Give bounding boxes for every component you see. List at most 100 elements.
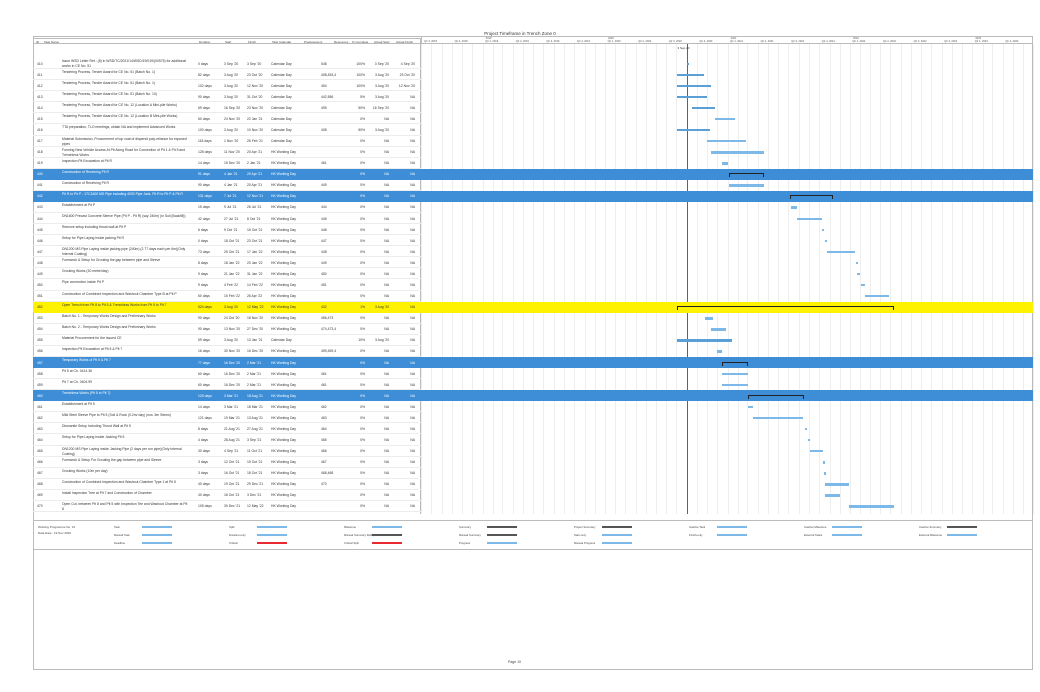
- task-row[interactable]: 412 Tendering Process, Tender Award for C…: [33, 80, 421, 92]
- task-percent-complete: 100%: [356, 83, 365, 88]
- task-bar[interactable]: [807, 439, 810, 442]
- task-row[interactable]: 462 Mild Steel Sleeve Pipe to Pit 5 (Soil…: [33, 412, 421, 424]
- task-bar[interactable]: [856, 272, 861, 276]
- task-bar[interactable]: [849, 505, 894, 508]
- task-row[interactable]: 454 Batch No. 2 - Temporary Works Design …: [33, 324, 421, 335]
- task-row[interactable]: 456 Inspection Pit Excavation at Pit 5 & …: [33, 346, 421, 357]
- task-row[interactable]: 410 Issue WSD Letter Ref.: (8) in WSD/TC/…: [33, 58, 421, 70]
- task-predecessors: 467: [321, 460, 327, 465]
- task-row[interactable]: 442 Pit R to Pit P - 1TC1600 MS Pipe incl…: [33, 190, 421, 202]
- task-actual-finish: 4 Sep '20: [400, 61, 415, 66]
- task-bar[interactable]: [855, 261, 858, 265]
- task-row[interactable]: 453 Batch No. 1 - Temporary Works Design …: [33, 313, 421, 324]
- task-bar[interactable]: [728, 184, 765, 187]
- task-row[interactable]: 469 Install Inspection Tree at Pit 7 and …: [33, 490, 421, 501]
- task-calendar: HK Working Day: [271, 282, 296, 287]
- task-row[interactable]: 464 Setup for Pipe Laying inside Jacking …: [33, 434, 421, 446]
- timeline-gridline: [839, 44, 841, 514]
- task-bar[interactable]: [824, 472, 827, 475]
- task-bar[interactable]: [714, 117, 735, 121]
- task-row[interactable]: 413 Tendering Process, Tender Award for C…: [33, 91, 421, 103]
- task-bar[interactable]: [721, 162, 728, 165]
- task-bar[interactable]: [711, 328, 726, 331]
- timeline-gridline: [717, 44, 719, 514]
- task-row[interactable]: 444 DN1600 Precast Concrete Sleeve Pipe (…: [33, 213, 421, 225]
- timeline-gridline: [972, 44, 974, 514]
- task-row[interactable]: 470 Open Cut, between Pit 8 and Pit 5 wit…: [33, 501, 421, 512]
- summary-bar[interactable]: [677, 306, 894, 311]
- task-bar[interactable]: [753, 416, 803, 420]
- task-bar[interactable]: [805, 427, 808, 431]
- task-bar[interactable]: [716, 350, 723, 353]
- task-row[interactable]: 445 Remove setup including thrust wall at…: [33, 224, 421, 236]
- task-bar[interactable]: [722, 372, 748, 375]
- task-row[interactable]: 459 Pit 7 at Ch. 0404.99 60 days 16 Dec '20…: [33, 379, 421, 391]
- task-finish: 26 Feb '21: [247, 139, 263, 144]
- task-row[interactable]: 441 Construction of Receiving Pit R 90 day…: [33, 180, 421, 191]
- task-predecessors: 445: [321, 216, 327, 221]
- task-id: 458: [37, 371, 43, 376]
- task-actual-finish: NA: [410, 161, 415, 166]
- task-bar[interactable]: [710, 151, 765, 154]
- task-row[interactable]: 447 DN1200 MS Pipe Laying inside jacking …: [33, 246, 421, 258]
- task-row[interactable]: 415 Tendering Process, Tender Award for C…: [33, 113, 421, 125]
- task-calendar: HK Working Day: [271, 172, 296, 177]
- task-row[interactable]: 418 Forming New Vehicle Access At Pit Alo…: [33, 147, 421, 158]
- task-row[interactable]: 446 Setup for Pipe Laying inside jacking …: [33, 235, 421, 247]
- task-row[interactable]: 468 Construction of Combined Inspection a…: [33, 479, 421, 490]
- task-row[interactable]: 455 Material Procurement for the Issued C…: [33, 335, 421, 346]
- task-row[interactable]: 465 DN1200 MS Pipe Laying inside Jacking …: [33, 446, 421, 457]
- task-bar[interactable]: [822, 461, 825, 464]
- task-bar[interactable]: [821, 228, 825, 232]
- task-row[interactable]: 457 Temporary Works of Pit 5 & Pit 7 77 da…: [33, 356, 421, 369]
- task-bar[interactable]: [797, 217, 822, 220]
- task-bar[interactable]: [687, 62, 690, 65]
- legend-item: Start-only: [574, 533, 586, 537]
- task-row[interactable]: 419 Inspection Pit Excavation at Pit R 14 …: [33, 158, 421, 169]
- task-bar[interactable]: [824, 239, 827, 243]
- task-bar[interactable]: [825, 483, 849, 486]
- task-bar[interactable]: [865, 295, 889, 298]
- summary-bar[interactable]: [748, 394, 805, 399]
- task-row[interactable]: 449 Grouting Works (30 metre/day) 9 days 21…: [33, 268, 421, 280]
- task-row[interactable]: 417 Material Submission, Procurement of t…: [33, 136, 421, 147]
- summary-bar[interactable]: [790, 195, 834, 200]
- task-bar[interactable]: [722, 383, 748, 387]
- task-row[interactable]: 448 Formwork & Setup for Grouting the gap…: [33, 257, 421, 269]
- task-bar[interactable]: [677, 84, 711, 88]
- task-bar[interactable]: [677, 95, 707, 99]
- task-percent-complete: 100%: [356, 72, 365, 77]
- task-row[interactable]: 458 Pit 5 at Ch. 0414.36 60 days 16 Dec '20…: [33, 368, 421, 380]
- task-row[interactable]: 443 Establishment at Pit P 15 days 9 Jul '2…: [33, 202, 421, 213]
- task-row[interactable]: 414 Tendering Process, Tender Award for C…: [33, 102, 421, 114]
- task-bar[interactable]: [824, 494, 841, 497]
- task-bar[interactable]: [791, 206, 797, 209]
- task-row[interactable]: 452 Open Trench from Pit 8 to Pit 5 & Tre…: [33, 301, 421, 313]
- task-row[interactable]: 463 Dismantle Setup Including Thrust Wall…: [33, 423, 421, 435]
- task-row[interactable]: 450 Pipe connection inside Pit P 9 days 4 F…: [33, 279, 421, 291]
- task-bar[interactable]: [677, 128, 711, 132]
- task-bar[interactable]: [861, 284, 865, 287]
- task-duration: 9 days: [198, 282, 208, 287]
- summary-bar[interactable]: [722, 361, 749, 366]
- task-row[interactable]: 440 Construction of Receiving Pit R 91 day…: [33, 168, 421, 180]
- task-bar[interactable]: [691, 106, 715, 110]
- task-bar[interactable]: [704, 317, 713, 320]
- task-bar[interactable]: [810, 450, 823, 453]
- task-actual-start: NA: [384, 227, 389, 232]
- summary-bar[interactable]: [728, 173, 765, 178]
- task-row[interactable]: 416 TTA preparation, TLO meetings, obtain…: [33, 124, 421, 136]
- task-bar[interactable]: [677, 339, 732, 342]
- task-bar[interactable]: [827, 250, 856, 254]
- task-row[interactable]: 467 Grouting Works (10m per day) 3 days 16 …: [33, 468, 421, 479]
- task-row[interactable]: 466 Formwork & Setup For Grouting the gap…: [33, 457, 421, 468]
- task-bar[interactable]: [707, 140, 747, 143]
- task-finish: 18 Aug '21: [247, 393, 263, 398]
- task-row[interactable]: 460 Trenchless Works (Pit 5 to Pit 7) 125 …: [33, 390, 421, 402]
- task-bar[interactable]: [677, 73, 705, 76]
- task-row[interactable]: 411 Tendering Process, Tender Award for C…: [33, 69, 421, 81]
- task-row[interactable]: 461 Establishment at Pit 5 14 days 3 Mar '2…: [33, 401, 421, 413]
- task-finish: 26 Apr '22: [247, 294, 263, 299]
- task-bar[interactable]: [748, 405, 754, 409]
- task-row[interactable]: 451 Construction of Combined Inspection a…: [33, 291, 421, 302]
